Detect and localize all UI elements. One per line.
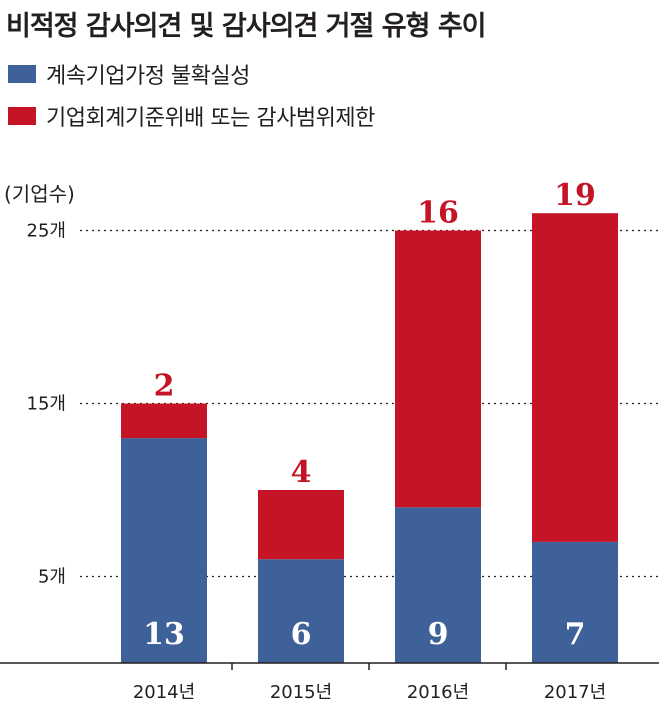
- y-tick-label-25: 25개: [27, 221, 66, 242]
- x-tick-label-2: 2016년: [407, 682, 469, 703]
- y-tick-label-5: 5개: [38, 567, 66, 588]
- x-tick-label-1: 2015년: [270, 682, 332, 703]
- bar-2014년-series-1: [121, 403, 207, 439]
- bar-2016년-series-1: [395, 230, 481, 508]
- bar-2016년-series-0: [395, 507, 481, 663]
- y-unit-label: (기업수): [4, 182, 75, 206]
- bar-2017년-series-0: [532, 541, 618, 663]
- bar-value-label-red-3: 19: [554, 178, 596, 213]
- legend-label-red: 기업회계기준위배 또는 감사범위제한: [46, 106, 375, 131]
- bar-value-label-red-0: 2: [154, 369, 175, 404]
- bar-value-label-blue-0: 13: [143, 617, 185, 652]
- bar-value-label-red-2: 16: [417, 196, 459, 231]
- bar-2015년-series-0: [258, 559, 344, 663]
- y-tick-label-15: 15개: [27, 394, 66, 415]
- chart-title: 비적정 감사의견 및 감사의견 거절 유형 추이: [6, 11, 487, 42]
- bar-2017년-series-1: [532, 213, 618, 542]
- bar-value-label-blue-2: 9: [428, 617, 449, 652]
- bar-2014년-series-0: [121, 438, 207, 663]
- bar-2015년-series-1: [258, 490, 344, 560]
- bar-value-label-blue-1: 6: [291, 617, 312, 652]
- x-tick-label-0: 2014년: [133, 682, 195, 703]
- legend-swatch-blue: [8, 65, 36, 83]
- legend-label-blue: 계속기업가정 불확실성: [46, 64, 250, 89]
- legend-swatch-red: [8, 107, 36, 125]
- bar-value-label-blue-3: 7: [565, 617, 586, 652]
- legend-item-red: 기업회계기준위배 또는 감사범위제한: [8, 100, 375, 132]
- x-tick-label-3: 2017년: [544, 682, 606, 703]
- bar-value-label-red-1: 4: [291, 455, 312, 490]
- legend-item-blue: 계속기업가정 불확실성: [8, 58, 250, 90]
